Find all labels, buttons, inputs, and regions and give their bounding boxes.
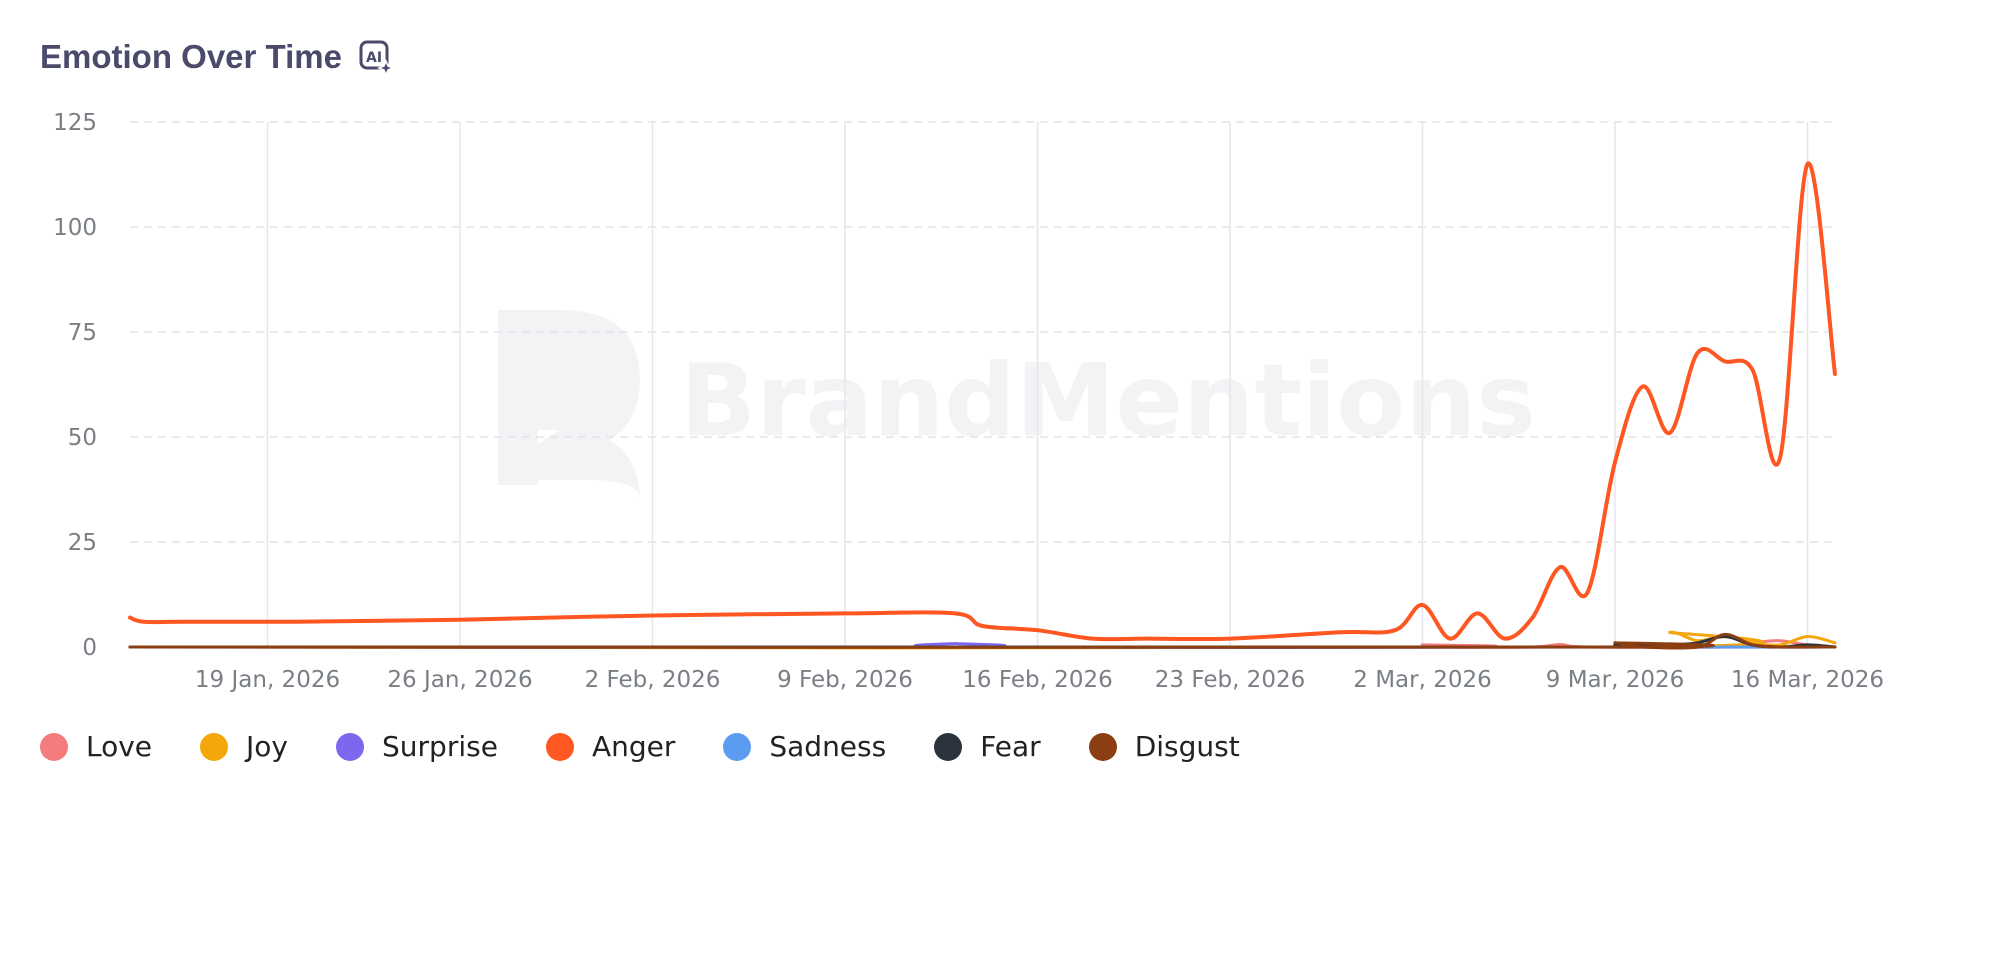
legend-label: Fear [980, 730, 1041, 763]
legend-item-sadness[interactable]: Sadness [723, 730, 886, 763]
y-tick-label: 100 [53, 215, 97, 241]
x-tick-label: 2 Feb, 2026 [585, 667, 721, 693]
legend-dot-icon [336, 732, 365, 761]
legend-dot-icon [200, 732, 229, 761]
legend-item-love[interactable]: Love [40, 730, 152, 763]
legend-label: Sadness [769, 730, 887, 763]
chart-title: Emotion Over Time [40, 38, 342, 75]
ai-sparkle-icon[interactable]: AI [358, 39, 394, 75]
chart-legend: Love Joy Surprise Anger Sadness Fear Disgust [40, 730, 1288, 763]
legend-dot-icon [934, 732, 963, 761]
x-tick-label: 16 Feb, 2026 [962, 667, 1112, 693]
y-tick-label: 50 [68, 425, 97, 451]
y-tick-label: 125 [53, 110, 97, 136]
svg-text:AI: AI [366, 50, 382, 66]
chart-series [128, 161, 1837, 650]
legend-label: Joy [246, 730, 289, 763]
brandmentions-watermark: BrandMentions [498, 310, 1536, 500]
x-axis-ticks: 19 Jan, 2026 26 Jan, 2026 2 Feb, 2026 9 Feb… [195, 667, 1884, 693]
x-tick-label: 2 Mar, 2026 [1353, 667, 1492, 693]
legend-item-fear[interactable]: Fear [934, 730, 1041, 763]
x-tick-label: 9 Mar, 2026 [1546, 667, 1685, 693]
x-tick-label: 26 Jan, 2026 [387, 667, 532, 693]
legend-dot-icon [40, 732, 68, 761]
y-tick-label: 75 [68, 320, 97, 346]
legend-dot-icon [1088, 732, 1117, 761]
y-axis-ticks: 0 25 50 75 100 125 [53, 110, 97, 661]
x-tick-label: 23 Feb, 2026 [1155, 667, 1305, 693]
legend-item-surprise[interactable]: Surprise [336, 730, 498, 763]
legend-label: Love [86, 730, 153, 763]
series-line-anger[interactable] [128, 161, 1837, 642]
legend-dot-icon [545, 732, 574, 761]
x-tick-label: 16 Mar, 2026 [1731, 667, 1884, 693]
legend-label: Disgust [1134, 730, 1240, 763]
series-line-disgust[interactable] [128, 632, 1837, 650]
legend-label: Surprise [382, 730, 498, 763]
y-tick-label: 0 [82, 635, 97, 661]
emotion-line-chart: BrandMentions 0 25 50 75 100 125 19 Jan, 2026… [53, 110, 1884, 693]
legend-label: Anger [591, 730, 676, 763]
y-tick-label: 25 [68, 530, 97, 556]
x-tick-label: 19 Jan, 2026 [195, 667, 340, 693]
legend-item-joy[interactable]: Joy [200, 730, 288, 763]
chart-title-row: Emotion Over Time AI [40, 38, 394, 76]
legend-item-disgust[interactable]: Disgust [1088, 730, 1240, 763]
legend-dot-icon [723, 732, 752, 761]
watermark-text: BrandMentions [680, 342, 1536, 459]
legend-item-anger[interactable]: Anger [545, 730, 676, 763]
x-tick-label: 9 Feb, 2026 [777, 667, 913, 693]
